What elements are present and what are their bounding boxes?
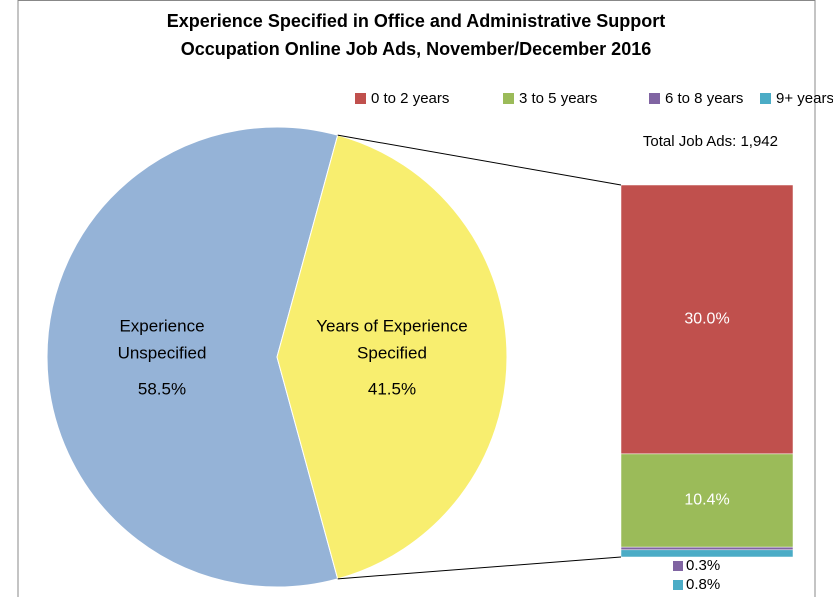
pie-slice [276,134,508,580]
slice-label: Years of Experience [316,316,468,335]
connector [337,134,622,186]
slice-label: Specified [357,343,427,362]
annotation: Total Job Ads: 1,942 [643,133,778,150]
connector [337,556,622,580]
chart-title: Occupation Online Job Ads, November/Dece… [181,39,651,59]
legend-swatch [503,93,514,104]
bar-value-label: 0.3% [686,557,720,574]
bar-segment [620,546,794,551]
bar-value-label: 0.8% [686,576,720,593]
chart-title: Experience Specified in Office and Admin… [167,11,665,31]
bar-segment [620,453,794,548]
bar-segment [620,184,794,455]
slice-value-label: 41.5% [368,379,416,398]
slice-label: Experience [119,316,204,335]
pie-slice [46,126,339,588]
bar-label-swatch [673,561,683,571]
slice-value-label: 58.5% [138,379,186,398]
legend-label: 9+ years [776,90,833,107]
legend-swatch [649,93,660,104]
bar-value-label: 30.0% [684,311,729,328]
legend-swatch [760,93,771,104]
slice-label: Unspecified [118,343,207,362]
bar-segment [620,549,794,558]
legend-label: 3 to 5 years [519,90,597,107]
bar-value-label: 10.4% [684,492,729,509]
legend-label: 6 to 8 years [665,90,743,107]
legend-label: 0 to 2 years [371,90,449,107]
legend-swatch [355,93,366,104]
bar-label-swatch [673,580,683,590]
